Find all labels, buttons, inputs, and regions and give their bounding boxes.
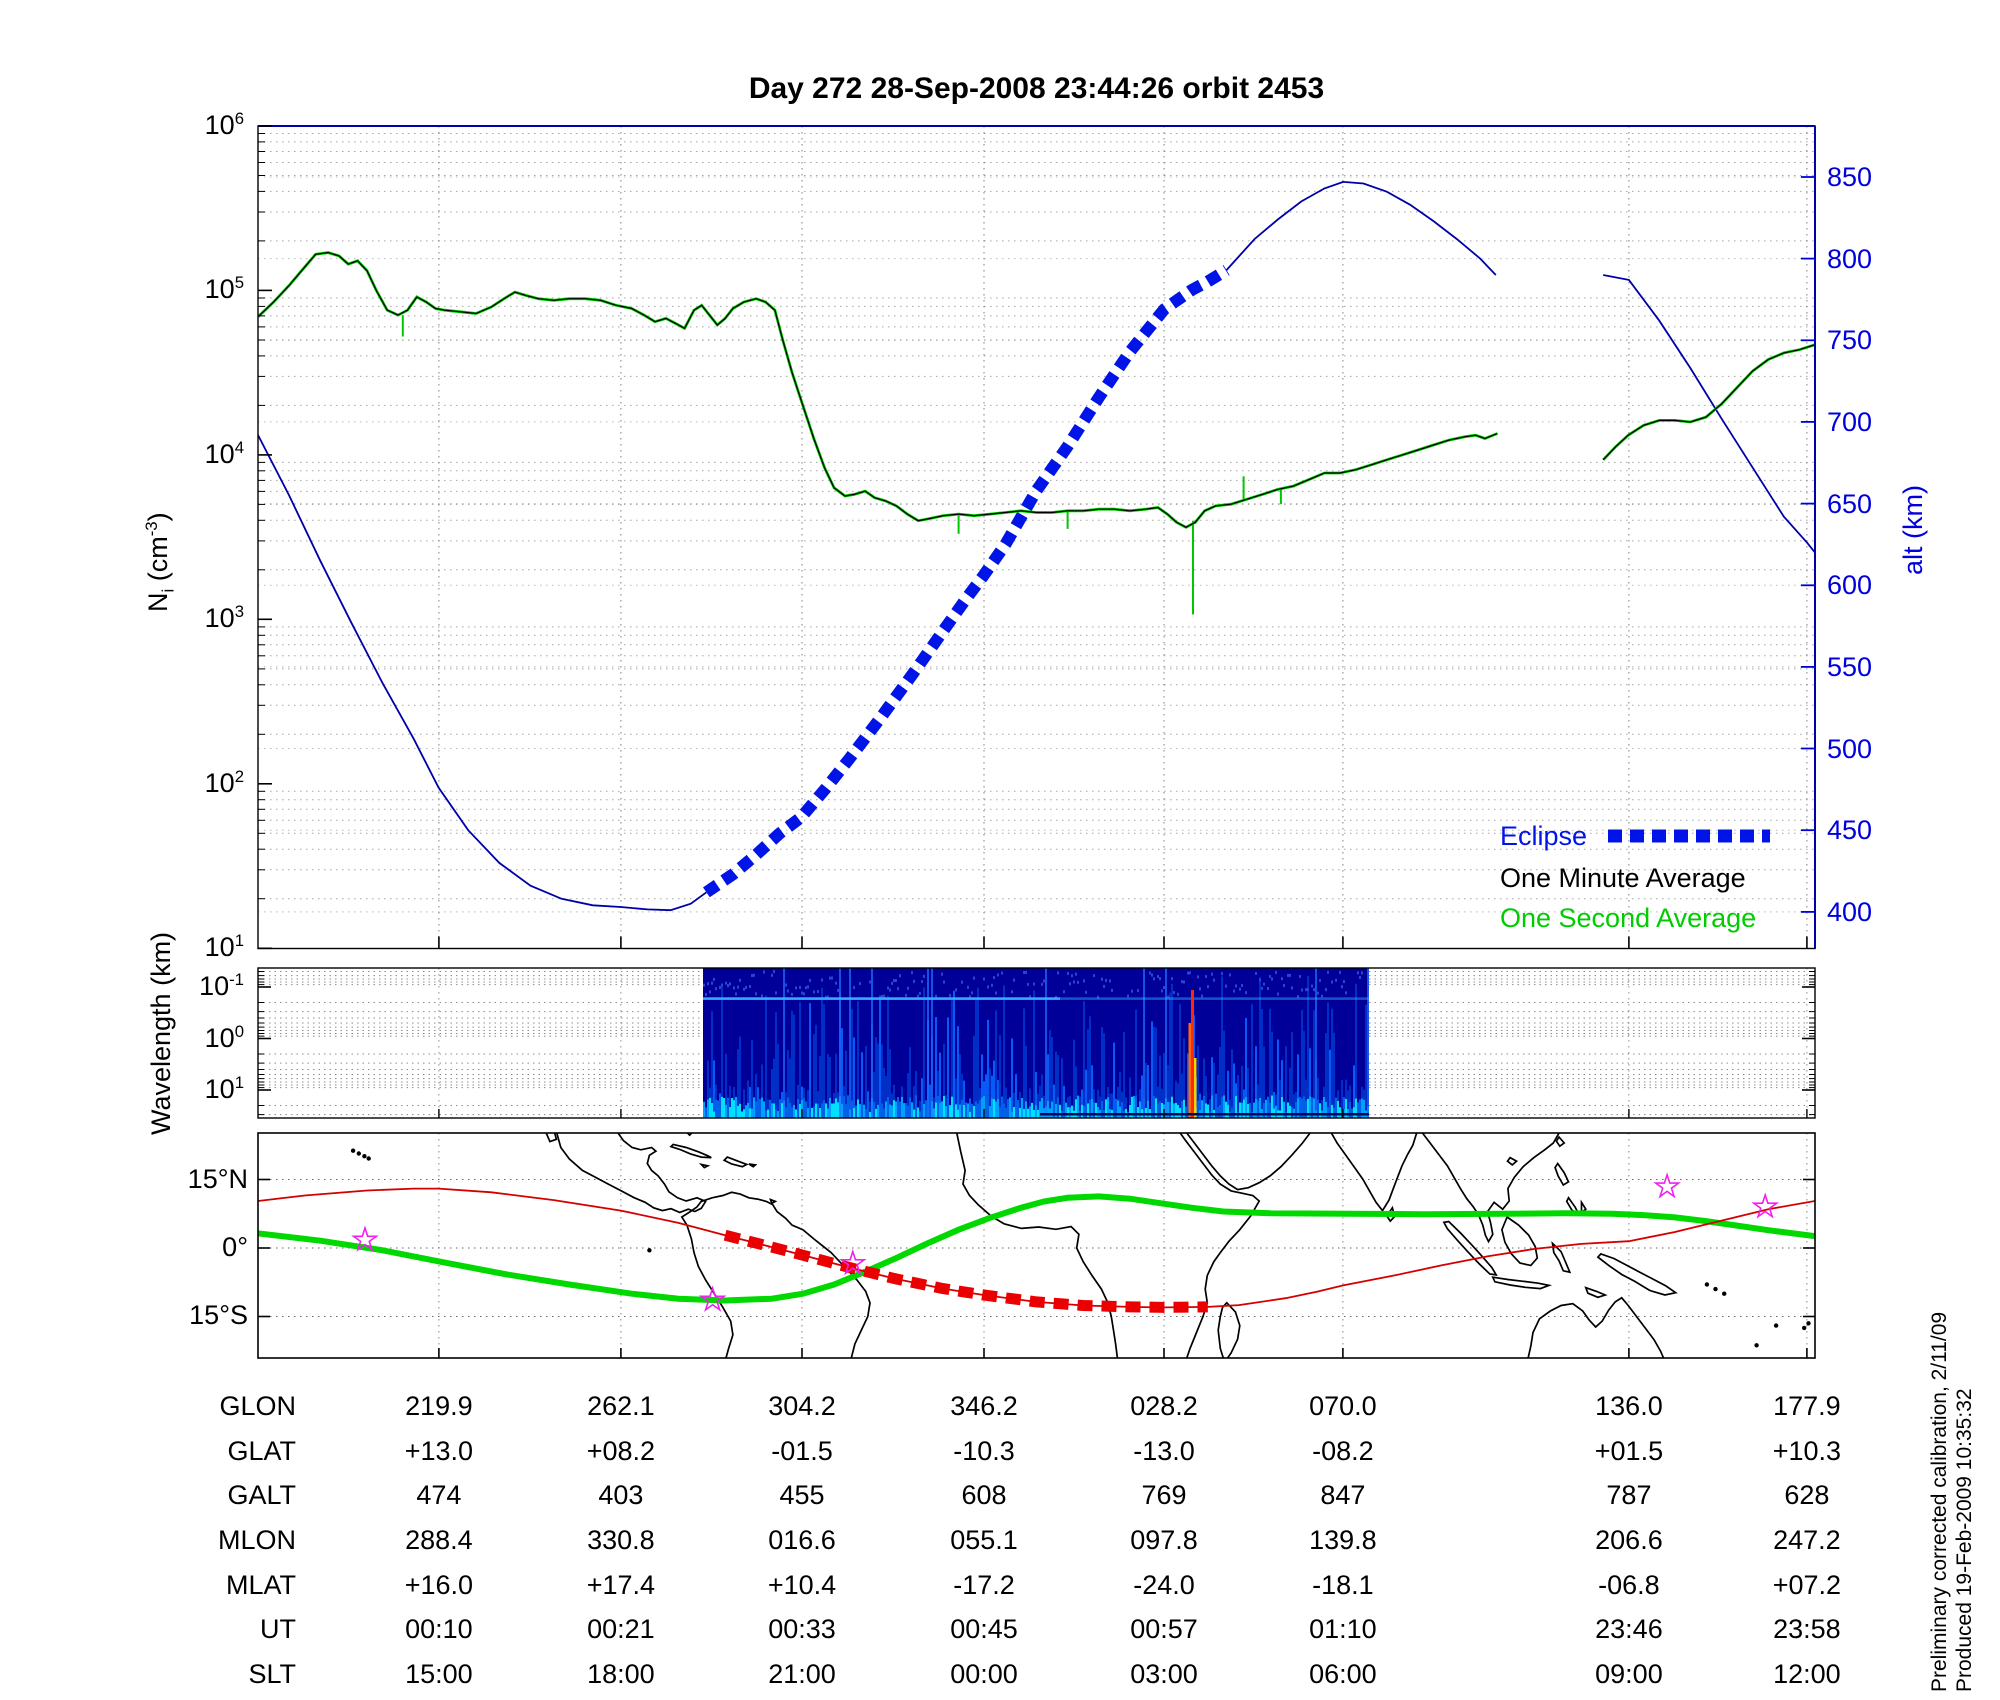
table-row-label-mlon: MLON [217, 1525, 296, 1555]
table-cell-mlat-4: -17.2 [953, 1570, 1015, 1600]
table-cell-glon-2: 262.1 [587, 1391, 655, 1421]
map-lat-tick-15S: 15°S [189, 1300, 248, 1331]
table-cell-glon-3: 304.2 [768, 1391, 836, 1421]
table-cell-mlat-6: -18.1 [1312, 1570, 1374, 1600]
table-cell-mlon-7: 206.6 [1595, 1525, 1663, 1555]
table-cell-mlon-5: 097.8 [1130, 1525, 1198, 1555]
altitude-tick-550: 550 [1827, 651, 1873, 682]
table-cell-ut-7: 23:46 [1595, 1614, 1663, 1644]
density-tick-10e4: 104 [204, 437, 244, 469]
table-cell-slt-3: 21:00 [768, 1659, 836, 1689]
table-cell-ut-8: 23:58 [1773, 1614, 1841, 1644]
density-tick-10e3: 103 [204, 602, 244, 634]
legend-eclipse-label: Eclipse [1500, 821, 1588, 851]
table-cell-glon-4: 346.2 [950, 1391, 1018, 1421]
altitude-tick-650: 650 [1827, 488, 1873, 519]
table-cell-glat-5: -13.0 [1133, 1436, 1195, 1466]
density-tick-10e2: 102 [204, 766, 244, 798]
altitude-tick-700: 700 [1827, 406, 1873, 437]
table-row-label-mlat: MLAT [225, 1570, 296, 1600]
map-lat-tick-15N: 15°N [187, 1163, 248, 1194]
table-cell-galt-4: 608 [961, 1480, 1007, 1510]
page-title: Day 272 28-Sep-2008 23:44:26 orbit 2453 [748, 72, 1325, 105]
table-row-label-glon: GLON [219, 1391, 296, 1421]
legend-one-minute-label: One Minute Average [1500, 863, 1746, 893]
table-cell-mlon-6: 139.8 [1309, 1525, 1377, 1555]
wavelength-tick-10e1: 101 [204, 1073, 244, 1104]
altitude-tick-600: 600 [1827, 570, 1873, 601]
table-cell-galt-5: 769 [1141, 1480, 1187, 1510]
table-cell-glat-1: +13.0 [404, 1436, 474, 1466]
table-cell-mlat-8: +07.2 [1772, 1570, 1842, 1600]
footer-calibration-note: Preliminary corrected calibration, 2/11/… [1928, 1311, 1951, 1692]
table-cell-glat-7: +01.5 [1594, 1436, 1664, 1466]
table-cell-ut-3: 00:33 [768, 1614, 836, 1644]
table-cell-glon-8: 177.9 [1773, 1391, 1841, 1421]
table-cell-glat-8: +10.3 [1772, 1436, 1842, 1466]
table-cell-slt-8: 12:00 [1773, 1659, 1841, 1689]
table-cell-ut-1: 00:10 [405, 1614, 473, 1644]
table-cell-glon-1: 219.9 [405, 1391, 473, 1421]
table-cell-ut-4: 00:45 [950, 1614, 1018, 1644]
table-cell-glon-5: 028.2 [1130, 1391, 1198, 1421]
density-tick-10e1: 101 [204, 931, 244, 963]
table-cell-slt-4: 00:00 [950, 1659, 1018, 1689]
table-cell-mlon-2: 330.8 [587, 1525, 655, 1555]
altitude-tick-450: 450 [1827, 815, 1873, 846]
altitude-tick-400: 400 [1827, 896, 1873, 927]
table-cell-ut-6: 01:10 [1309, 1614, 1377, 1644]
table-cell-mlat-7: -06.8 [1598, 1570, 1660, 1600]
table-cell-galt-1: 474 [416, 1480, 462, 1510]
table-cell-glat-6: -08.2 [1312, 1436, 1374, 1466]
table-cell-mlat-2: +17.4 [586, 1570, 656, 1600]
table-cell-glon-7: 136.0 [1595, 1391, 1663, 1421]
table-cell-mlat-5: -24.0 [1133, 1570, 1195, 1600]
table-row-label-glat: GLAT [227, 1436, 296, 1466]
table-cell-mlon-8: 247.2 [1773, 1525, 1841, 1555]
legend-one-second-label: One Second Average [1500, 903, 1757, 933]
table-cell-ut-5: 00:57 [1130, 1614, 1198, 1644]
table-cell-glat-4: -10.3 [953, 1436, 1015, 1466]
footer-produced-note: Produced 19-Feb-2009 10:35:32 [1953, 1388, 1976, 1692]
table-row-label-galt: GALT [227, 1480, 296, 1510]
table-cell-glon-6: 070.0 [1309, 1391, 1377, 1421]
table-cell-mlon-1: 288.4 [405, 1525, 473, 1555]
wavelength-tick-10e-1: 10-1 [199, 970, 244, 1001]
density-tick-10e6: 106 [204, 109, 244, 140]
table-cell-slt-6: 06:00 [1309, 1659, 1377, 1689]
table-cell-slt-7: 09:00 [1595, 1659, 1663, 1689]
table-cell-ut-2: 00:21 [587, 1614, 655, 1644]
table-row-label-slt: SLT [248, 1659, 296, 1689]
altitude-tick-750: 750 [1827, 325, 1873, 356]
table-row-label-ut: UT [260, 1614, 296, 1644]
table-cell-glat-2: +08.2 [586, 1436, 656, 1466]
table-cell-slt-5: 03:00 [1130, 1659, 1198, 1689]
altitude-tick-800: 800 [1827, 243, 1873, 274]
altitude-tick-500: 500 [1827, 733, 1873, 764]
table-cell-galt-2: 403 [598, 1480, 644, 1510]
density-tick-10e5: 105 [204, 273, 244, 305]
table-cell-galt-7: 787 [1606, 1480, 1652, 1510]
wavelength-tick-10e0: 100 [204, 1021, 244, 1053]
altitude-tick-850: 850 [1827, 162, 1873, 192]
table-cell-galt-6: 847 [1320, 1480, 1366, 1510]
table-cell-galt-3: 455 [779, 1480, 825, 1510]
table-cell-mlon-3: 016.6 [768, 1525, 836, 1555]
table-cell-mlat-3: +10.4 [767, 1570, 837, 1600]
table-cell-mlat-1: +16.0 [404, 1570, 474, 1600]
table-cell-slt-2: 18:00 [587, 1659, 655, 1689]
table-cell-galt-8: 628 [1784, 1480, 1830, 1510]
table-cell-glat-3: -01.5 [771, 1436, 833, 1466]
table-cell-slt-1: 15:00 [405, 1659, 473, 1689]
map-lat-tick-0: 0° [222, 1232, 248, 1262]
table-cell-mlon-4: 055.1 [950, 1525, 1018, 1555]
density-axis-title: Ni (cm-3) [142, 512, 178, 612]
